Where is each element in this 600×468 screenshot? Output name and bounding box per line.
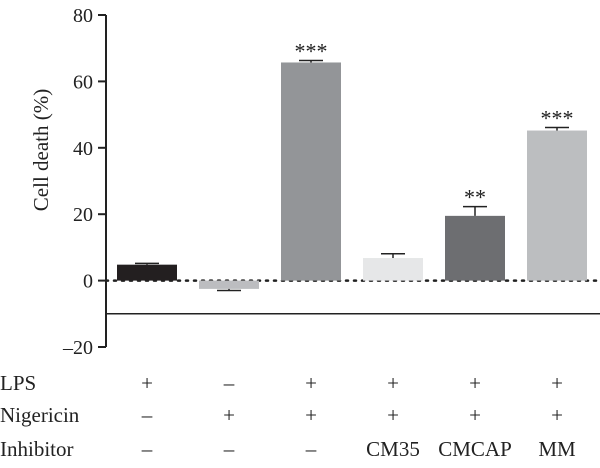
condition-cell: +: [551, 403, 563, 427]
y-tick-label: 40: [73, 138, 93, 160]
y-axis: –20 0 20 40 60 80: [62, 5, 600, 359]
condition-cell: +: [551, 371, 563, 395]
y-tick-label: 60: [73, 71, 93, 93]
condition-cell: +: [469, 371, 481, 395]
condition-cell: CM35: [366, 437, 420, 461]
condition-cell: –: [305, 437, 317, 461]
condition-cell: +: [305, 371, 317, 395]
bar: [527, 130, 587, 281]
bar: [117, 264, 177, 281]
significance-label: ***: [541, 106, 574, 131]
bar: [445, 215, 505, 281]
bar: [199, 280, 259, 289]
bar: [363, 258, 423, 281]
condition-row-label: Inhibitor: [0, 437, 74, 461]
y-axis-title: Cell death (%): [29, 89, 53, 211]
bars: ********: [117, 38, 587, 292]
condition-cell: –: [223, 371, 235, 395]
condition-cell: +: [469, 403, 481, 427]
bar: [281, 62, 341, 281]
condition-row-label: Nigericin: [0, 403, 80, 427]
y-tick-label: 20: [73, 204, 93, 226]
condition-cell: MM: [538, 437, 576, 461]
condition-cell: +: [141, 371, 153, 395]
condition-cell: +: [305, 403, 317, 427]
y-tick-label: 0: [83, 271, 93, 293]
significance-label: **: [464, 185, 486, 210]
condition-cell: –: [223, 437, 235, 461]
condition-cell: –: [141, 403, 153, 427]
significance-label: ***: [295, 38, 328, 63]
condition-cell: +: [387, 403, 399, 427]
condition-cell: CMCAP: [438, 437, 512, 461]
condition-cell: +: [223, 403, 235, 427]
condition-table: LPS + – + + + + Nigericin – + + + + + Inhibitor – – – CM35…: [0, 371, 576, 461]
y-tick-label: –20: [62, 337, 93, 359]
condition-row-label: LPS: [0, 371, 36, 395]
y-tick-label: 80: [73, 5, 93, 27]
condition-cell: +: [387, 371, 399, 395]
condition-cell: –: [141, 437, 153, 461]
